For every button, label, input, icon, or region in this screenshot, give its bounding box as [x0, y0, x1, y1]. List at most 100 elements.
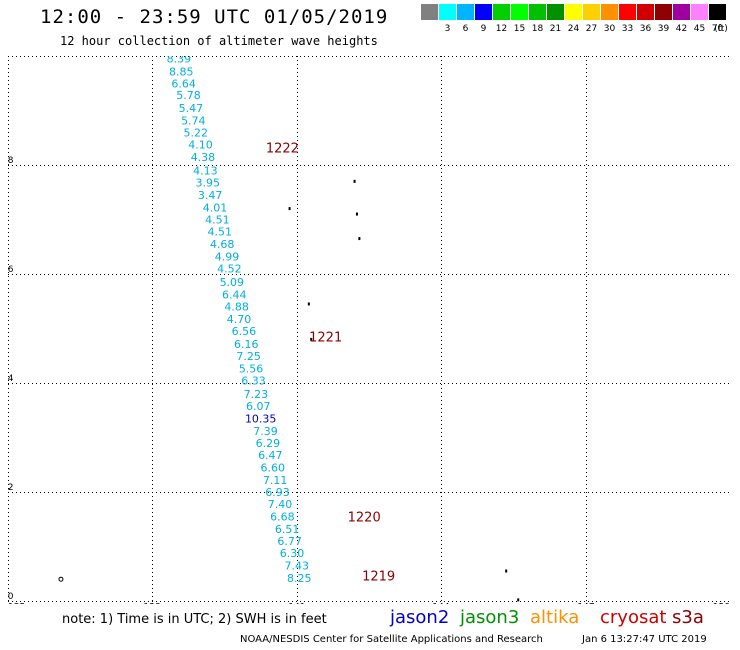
legend-swatch	[421, 4, 438, 20]
wave-height-value: 6.33	[241, 374, 266, 387]
wave-height-value: 4.52	[217, 263, 242, 276]
legend-label: 12	[495, 24, 508, 34]
latitude-tick-label: 28	[8, 156, 14, 166]
island-mark	[307, 302, 310, 306]
legend-label: 6	[462, 24, 469, 34]
legend-label: 15	[513, 24, 526, 34]
legend-swatch	[529, 4, 546, 20]
wave-height-value: 3.47	[198, 189, 223, 202]
wave-height-value: 4.51	[205, 214, 230, 227]
wave-height-value: 6.77	[277, 535, 302, 548]
wave-height-value: 8.85	[169, 65, 194, 78]
island-mark	[355, 212, 358, 216]
wave-height-value: 7.39	[253, 425, 278, 438]
legend-label: 24	[567, 24, 580, 34]
legend-label: 39	[657, 24, 670, 34]
legend-swatch	[619, 4, 636, 20]
wave-height-value: 4.01	[203, 202, 228, 215]
wave-height-value: 4.68	[210, 238, 235, 251]
map-grid	[8, 56, 730, 602]
wave-height-value: 5.56	[239, 362, 264, 375]
island-mark	[288, 207, 291, 211]
legend-label: 3	[444, 24, 451, 34]
latitude-tick-label: 20	[8, 592, 14, 602]
latitude-tick-label: 26	[8, 265, 14, 275]
island-mark	[310, 337, 313, 341]
wave-height-value: 7.40	[268, 498, 293, 511]
legend-swatch	[475, 4, 492, 20]
wave-height-value: 4.51	[208, 225, 233, 238]
legend-swatch	[493, 4, 510, 20]
satellite-label-jason2: jason2	[390, 607, 450, 628]
wave-height-value: 6.60	[260, 461, 285, 474]
island-mark	[353, 179, 356, 183]
wave-height-value: 4.13	[193, 164, 218, 177]
pass-time-label: 1220	[348, 511, 381, 526]
wave-height-value: 6.56	[232, 325, 257, 338]
legend-label: 70	[711, 24, 724, 34]
legend-unit: (ft)	[714, 24, 728, 34]
page-subtitle: 12 hour collection of altimeter wave hei…	[60, 34, 378, 48]
longitude-tick-label: 138	[143, 603, 160, 604]
latitude-tick-label: 22	[8, 483, 13, 493]
legend-swatch	[583, 4, 600, 20]
satellite-passes: 8.398.856.645.785.475.745.224.104.384.13…	[167, 56, 312, 585]
wave-height-value: 4.10	[188, 138, 213, 151]
island-mark	[517, 598, 520, 602]
wave-height-value: 7.11	[263, 474, 288, 487]
latitude-tick-label: 30	[8, 56, 14, 57]
legend-swatch	[457, 4, 474, 20]
legend-swatch	[439, 4, 456, 20]
wave-height-value: 6.68	[270, 511, 295, 524]
wave-height-value: 4.99	[215, 251, 240, 264]
wave-height-value: 4.70	[227, 313, 252, 326]
legend-label: 33	[621, 24, 634, 34]
pass-time-label: 1219	[362, 569, 395, 584]
wave-height-value: 6.29	[256, 437, 281, 450]
legend-label: 42	[675, 24, 688, 34]
wave-height-value: 8.39	[167, 56, 192, 66]
islands	[58, 179, 520, 602]
wave-height-value: 7.25	[236, 350, 261, 363]
island-mark	[358, 237, 361, 241]
color-legend: 3 6 9 12 15 18 21 24 27 30 33 36 39 42 45 70 (ft)	[421, 4, 729, 38]
wave-height-value: 7.23	[244, 388, 269, 401]
wave-height-value: 3.95	[196, 176, 221, 189]
legend-swatch	[511, 4, 528, 20]
wave-height-value: 8.25	[287, 572, 312, 585]
wave-height-value: 6.64	[171, 77, 196, 90]
wave-height-value: 4.88	[224, 301, 249, 314]
credit-text: NOAA/NESDIS Center for Satellite Applica…	[240, 634, 543, 645]
legend-label: 45	[693, 24, 706, 34]
pass-times: 1222 1221 1220 1219	[266, 142, 395, 585]
wave-height-value: 6.47	[258, 449, 283, 462]
timestamp: Jan 6 13:27:47 UTC 2019	[582, 634, 707, 645]
page-title: 12:00 - 23:59 UTC 01/05/2019	[40, 6, 389, 28]
legend-label: 9	[480, 24, 487, 34]
wave-height-value: 6.30	[280, 547, 305, 560]
wave-height-value: 6.07	[246, 400, 271, 413]
legend-swatch	[547, 4, 564, 20]
satellite-label-altika: altika	[530, 607, 580, 628]
wave-height-value: 5.74	[181, 114, 206, 127]
legend-label: 18	[531, 24, 544, 34]
axis-ticks: 135 138 141 144 147 150 20 22 24 26 28 30	[8, 56, 730, 604]
satellite-label-jason3: jason3	[460, 607, 520, 628]
legend-swatch	[673, 4, 690, 20]
wave-height-value: 7.43	[285, 560, 310, 573]
wave-height-value: 6.51	[275, 523, 300, 536]
longitude-tick-label: 150	[713, 603, 730, 604]
wave-height-value: 5.09	[220, 276, 245, 289]
pass-time-label: 1222	[266, 142, 299, 157]
wave-height-value: 5.78	[176, 89, 201, 102]
legend-swatch	[709, 4, 726, 20]
legend-swatch	[691, 4, 708, 20]
longitude-tick-label: 147	[577, 603, 594, 604]
legend-swatch	[565, 4, 582, 20]
wave-height-value: 6.93	[265, 486, 290, 499]
footer-note: note: 1) Time is in UTC; 2) SWH is in fe…	[62, 612, 327, 627]
satellite-label-cryosat: cryosat	[600, 607, 667, 628]
wave-height-map: 135138141144147150202224262830 8.398.856…	[8, 56, 730, 604]
legend-label: 36	[639, 24, 652, 34]
longitude-tick-label: 135	[8, 603, 25, 604]
